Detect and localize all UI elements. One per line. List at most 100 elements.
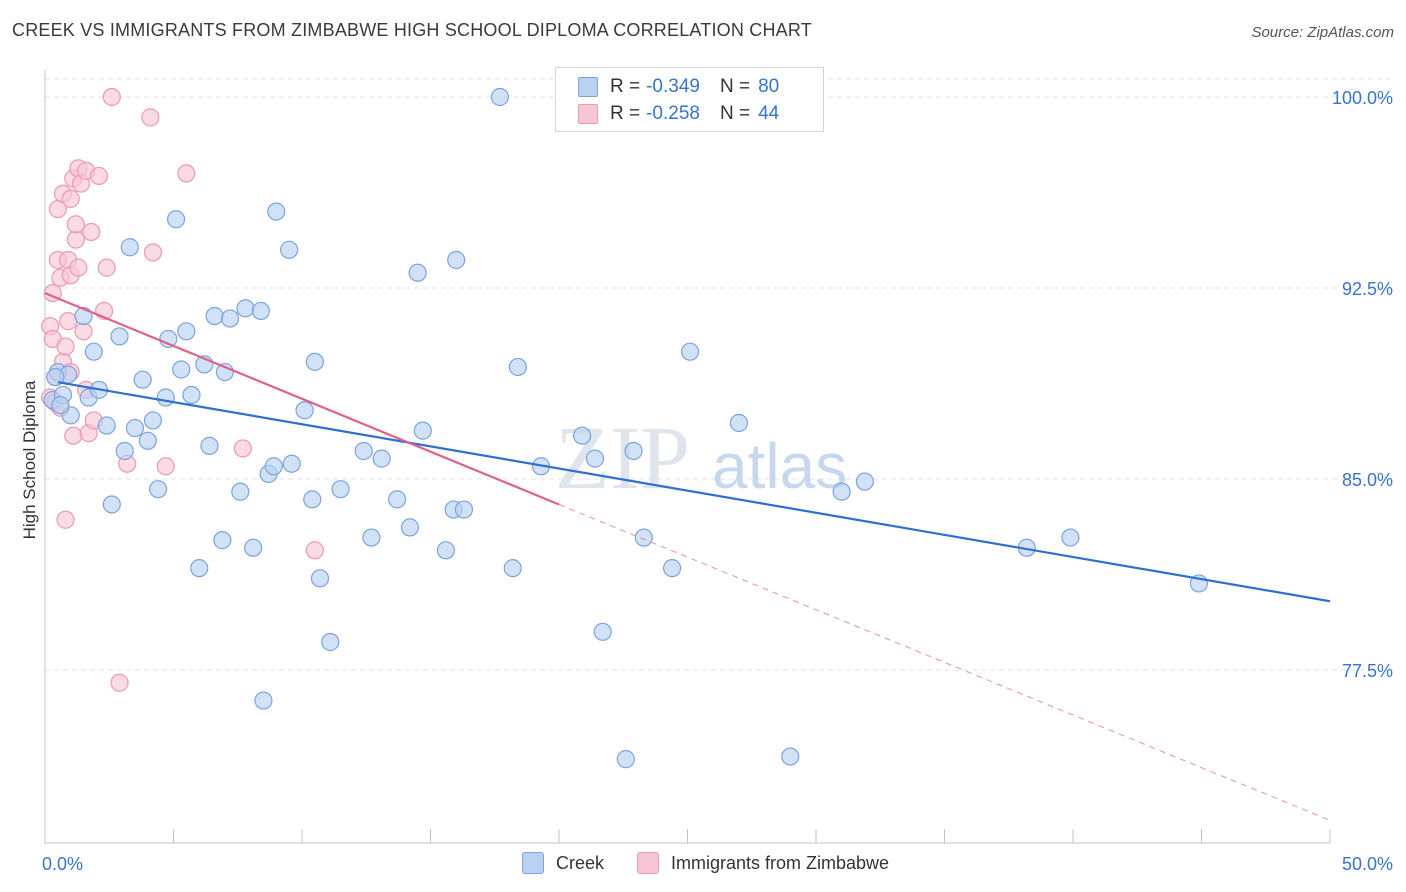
creek-point xyxy=(400,518,420,537)
creek-point xyxy=(593,622,612,641)
watermark-zip: ZIP xyxy=(555,409,690,508)
creek-point xyxy=(616,750,635,769)
creek-legend-label: Creek xyxy=(556,852,605,873)
creek-point xyxy=(354,441,373,461)
zimbabwe-swatch xyxy=(578,104,598,124)
creek-point xyxy=(102,495,121,514)
creek-point xyxy=(213,531,232,550)
creek-point xyxy=(205,306,224,326)
creek-point xyxy=(51,396,70,415)
creek-point xyxy=(133,370,152,389)
creek-point xyxy=(1061,528,1080,547)
creek-point xyxy=(362,528,381,547)
zimbabwe-trend-line xyxy=(44,292,560,506)
creek-point xyxy=(331,480,350,499)
creek-point xyxy=(781,747,800,766)
y-tick-label: 77.5% xyxy=(1342,661,1393,681)
creek-point xyxy=(251,301,270,321)
creek-point xyxy=(436,541,456,560)
series-legend: Creek Immigrants from Zimbabwe xyxy=(0,852,1406,878)
grid-lines xyxy=(45,78,1392,671)
legend-row-creek: R = -0.349 N = 80 xyxy=(578,74,779,100)
watermark: ZIP atlas xyxy=(555,409,847,508)
creek-point xyxy=(490,87,509,107)
zimbabwe-point xyxy=(66,215,85,234)
creek-point xyxy=(508,357,527,377)
zimbabwe-trend-extension xyxy=(558,504,1331,821)
source-credit: Source: ZipAtlas.com xyxy=(1251,24,1394,41)
zimbabwe-point xyxy=(305,541,324,560)
creek-point xyxy=(264,457,283,476)
creek-point xyxy=(182,385,201,405)
creek-point xyxy=(372,449,391,468)
zimbabwe-point xyxy=(89,166,109,186)
zimbabwe-point xyxy=(110,673,129,692)
creek-point xyxy=(503,559,522,578)
zimbabwe-point xyxy=(141,108,160,127)
watermark-atlas: atlas xyxy=(712,430,847,502)
x-tick-label-min: 0.0% xyxy=(42,854,83,874)
chart-title: CREEK VS IMMIGRANTS FROM ZIMBABWE HIGH S… xyxy=(12,20,812,40)
creek-point xyxy=(115,441,134,461)
creek-point xyxy=(110,327,129,346)
tick-labels: 77.5% 85.0% 92.5% 100.0% 0.0% 50.0% xyxy=(42,88,1393,874)
creek-point xyxy=(200,436,219,455)
axes xyxy=(44,70,1331,844)
zimbabwe-point xyxy=(56,510,75,529)
creek-point xyxy=(84,342,103,361)
creek-swatch xyxy=(578,77,598,97)
creek-point xyxy=(387,490,407,509)
creek-n-value: 80 xyxy=(758,76,780,97)
creek-point xyxy=(177,322,196,341)
creek-point xyxy=(138,431,157,450)
creek-point xyxy=(267,202,286,221)
legend-row-zimbabwe: R = -0.258 N = 44 xyxy=(578,101,779,127)
trend-lines xyxy=(44,292,1331,821)
creek-r-label: R = xyxy=(610,76,641,97)
zimbabwe-point xyxy=(143,243,163,262)
creek-point xyxy=(321,632,340,652)
creek-point xyxy=(280,240,299,259)
creek-point xyxy=(680,342,700,361)
creek-point xyxy=(855,472,874,491)
stats-legend: R = -0.349 N = 80 R = -0.258 N = 44 xyxy=(555,67,824,132)
creek-point xyxy=(97,416,116,435)
legend-item-creek[interactable]: Creek xyxy=(522,852,604,874)
creek-point xyxy=(454,500,474,519)
zimbabwe-r-value: -0.258 xyxy=(646,103,700,124)
creek-point xyxy=(46,368,65,387)
creek-point xyxy=(729,413,749,433)
creek-n-label: N = xyxy=(719,76,751,97)
creek-point xyxy=(662,559,682,578)
creek-point xyxy=(303,490,322,509)
zimbabwe-point xyxy=(61,189,80,208)
creek-legend-swatch xyxy=(522,852,544,874)
legend-item-zimbabwe[interactable]: Immigrants from Zimbabwe xyxy=(637,852,889,874)
zimbabwe-point xyxy=(177,164,196,183)
creek-point xyxy=(120,238,139,257)
creek-point xyxy=(236,299,255,318)
creek-point xyxy=(295,401,314,420)
creek-point xyxy=(447,250,466,270)
zimbabwe-point xyxy=(233,439,252,458)
creek-point xyxy=(148,480,168,499)
zimbabwe-point xyxy=(66,230,85,249)
creek-point xyxy=(624,441,643,461)
creek-point xyxy=(634,528,653,547)
creek-point xyxy=(408,263,427,282)
creek-point xyxy=(143,411,163,430)
x-tick-label-max: 50.0% xyxy=(1342,854,1393,874)
data-points xyxy=(41,87,1209,769)
creek-point xyxy=(172,360,191,379)
zimbabwe-point xyxy=(97,258,116,277)
creek-point xyxy=(190,559,209,578)
creek-point xyxy=(310,569,330,588)
creek-point xyxy=(244,538,263,557)
zimbabwe-r-label: R = xyxy=(610,103,641,124)
zimbabwe-legend-label: Immigrants from Zimbabwe xyxy=(671,852,890,873)
zimbabwe-point xyxy=(156,457,175,476)
creek-point xyxy=(413,421,432,440)
creek-point xyxy=(585,449,605,468)
creek-point xyxy=(573,426,592,445)
zimbabwe-n-label: N = xyxy=(719,103,751,124)
